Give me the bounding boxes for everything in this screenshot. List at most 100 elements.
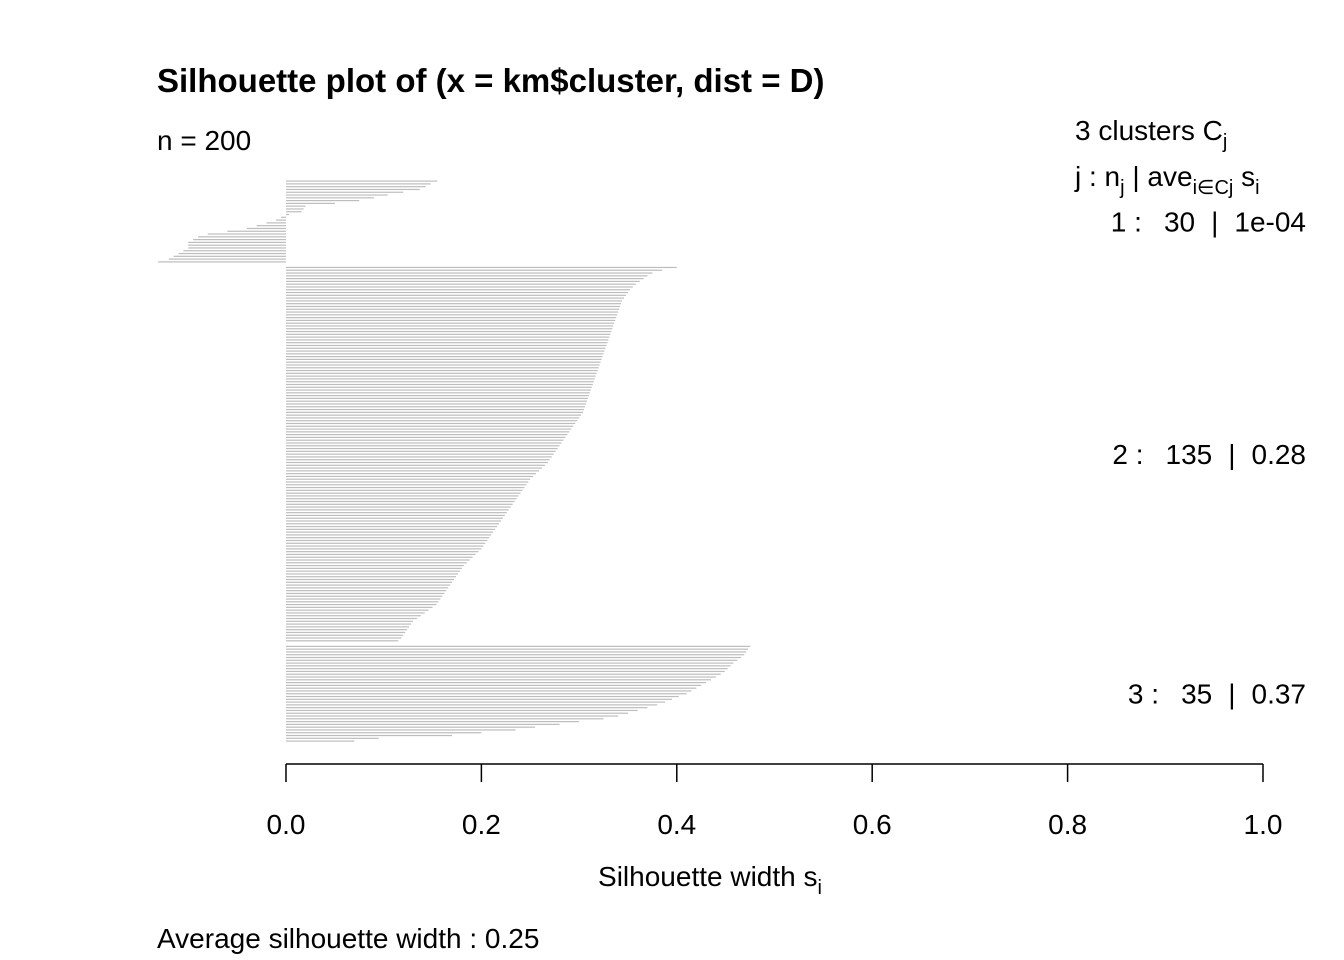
- bar: [285, 732, 482, 734]
- bar: [285, 183, 431, 185]
- bar: [285, 392, 590, 394]
- bar: [285, 197, 374, 199]
- x-tick-label: 0.0: [267, 809, 306, 840]
- bar: [285, 701, 666, 703]
- bar: [285, 272, 653, 274]
- bar: [285, 386, 592, 388]
- bar: [193, 239, 286, 241]
- x-label-text: Silhouette width s: [598, 861, 817, 892]
- bar: [285, 609, 429, 611]
- bar: [285, 342, 608, 344]
- bar: [285, 704, 658, 706]
- bar: [246, 227, 286, 230]
- x-tick-label: 0.4: [657, 809, 696, 840]
- x-axis-label: Silhouette width si: [598, 861, 822, 899]
- legend-title-sub: j: [1222, 131, 1227, 153]
- bar: [285, 447, 558, 450]
- bar: [285, 364, 600, 366]
- bar: [183, 250, 286, 252]
- cluster-separator: |: [1228, 679, 1235, 710]
- bar: [285, 317, 617, 319]
- bar: [285, 681, 707, 684]
- bar: [285, 656, 742, 659]
- n-label: n = 200: [157, 125, 251, 156]
- bar: [285, 422, 576, 425]
- bar: [285, 408, 584, 411]
- bar: [285, 567, 462, 569]
- bar: [285, 180, 438, 182]
- bar: [285, 289, 630, 291]
- bar: [285, 344, 607, 347]
- bar: [285, 439, 564, 441]
- legend-column-text: s: [1233, 161, 1255, 192]
- bar: [285, 659, 738, 661]
- bar: [285, 372, 597, 374]
- bar: [285, 266, 677, 269]
- bar: [285, 314, 618, 316]
- bar: [285, 601, 439, 603]
- cluster-ave: 0.37: [1252, 679, 1307, 710]
- bar: [285, 595, 443, 597]
- bar: [285, 397, 588, 400]
- bar: [285, 626, 410, 628]
- bar: [285, 556, 473, 558]
- bar: [285, 598, 441, 600]
- bar: [285, 676, 716, 678]
- chart-title: Silhouette plot of (x = km$cluster, dist…: [157, 62, 824, 99]
- bar: [285, 648, 749, 650]
- bar: [285, 436, 566, 439]
- bar: [285, 425, 574, 427]
- bar: [285, 461, 548, 464]
- bar: [285, 319, 616, 322]
- bar: [285, 358, 602, 361]
- bar: [285, 280, 640, 282]
- bar: [285, 411, 583, 413]
- bar: [285, 592, 445, 595]
- bar: [285, 581, 453, 583]
- cluster-separator: |: [1228, 439, 1235, 470]
- bar: [285, 587, 449, 589]
- bar: [285, 347, 606, 349]
- bar: [285, 356, 603, 358]
- bar: [285, 612, 425, 614]
- bar: [285, 492, 521, 494]
- bar: [173, 255, 286, 257]
- bar: [285, 464, 545, 466]
- bar: [285, 186, 426, 188]
- bar: [285, 740, 355, 742]
- bar: [285, 484, 527, 486]
- bar: [188, 241, 286, 243]
- bar: [285, 375, 596, 377]
- legend-title-text: 3 clusters C: [1075, 115, 1223, 146]
- bar: [285, 623, 412, 625]
- bar: [285, 369, 598, 372]
- bar: [285, 718, 604, 720]
- bar: [207, 233, 286, 235]
- bar: [266, 222, 286, 224]
- bar: [285, 603, 437, 606]
- bar: [285, 467, 542, 469]
- bar: [285, 294, 626, 296]
- bar: [285, 679, 711, 681]
- bar: [285, 453, 554, 455]
- bar: [285, 330, 612, 333]
- bar: [285, 514, 505, 517]
- bar: [285, 414, 582, 416]
- cluster-n: 35: [1181, 679, 1212, 710]
- bar: [285, 684, 702, 686]
- bar: [285, 576, 456, 578]
- bar: [285, 665, 731, 667]
- bar: [285, 305, 621, 308]
- bar: [285, 445, 560, 447]
- bar: [285, 559, 470, 561]
- bar: [285, 523, 499, 525]
- bar: [285, 734, 453, 737]
- bar: [285, 200, 360, 202]
- bar: [285, 520, 501, 522]
- bar: [285, 620, 413, 622]
- bar: [285, 662, 734, 664]
- x-tick-label: 1.0: [1244, 809, 1283, 840]
- bar: [285, 311, 619, 313]
- bar: [285, 726, 536, 728]
- cluster-summary: 1 : 30 | 1e-04: [1111, 206, 1306, 237]
